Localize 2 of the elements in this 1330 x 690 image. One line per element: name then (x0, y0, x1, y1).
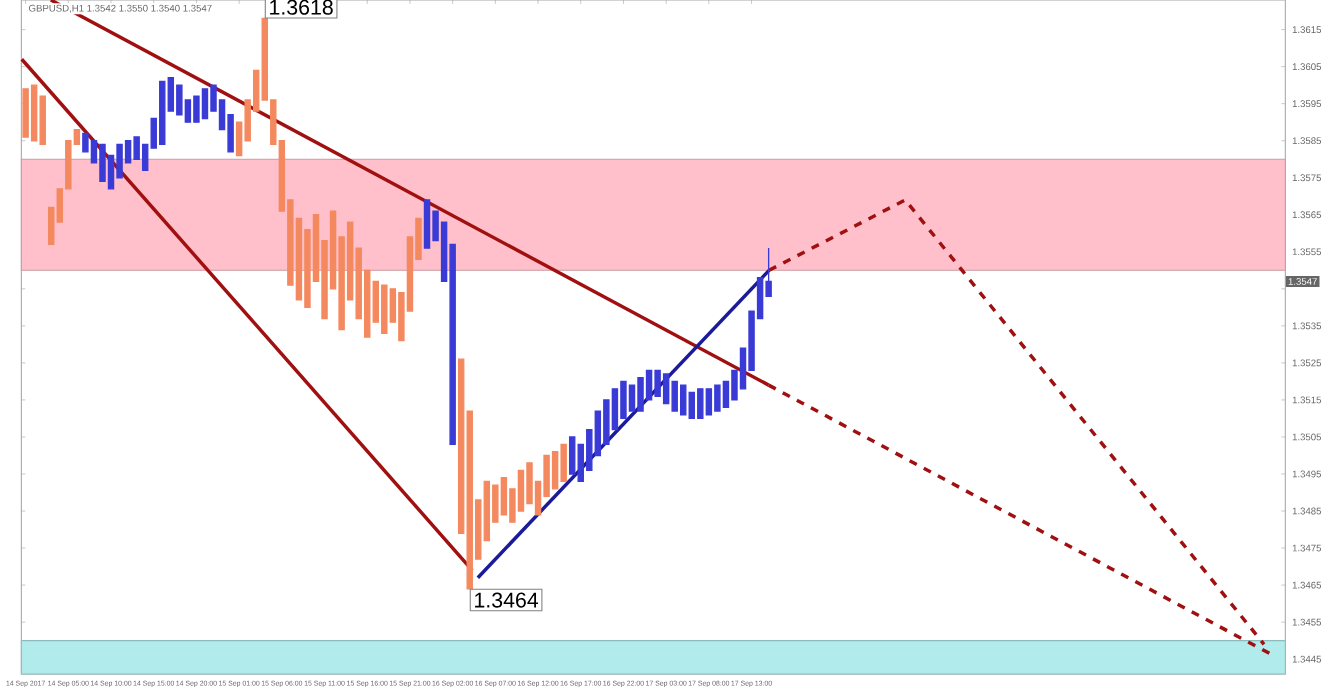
annotation: 1.3618 (270, 0, 333, 15)
annotation: 1.3464 (475, 592, 539, 608)
